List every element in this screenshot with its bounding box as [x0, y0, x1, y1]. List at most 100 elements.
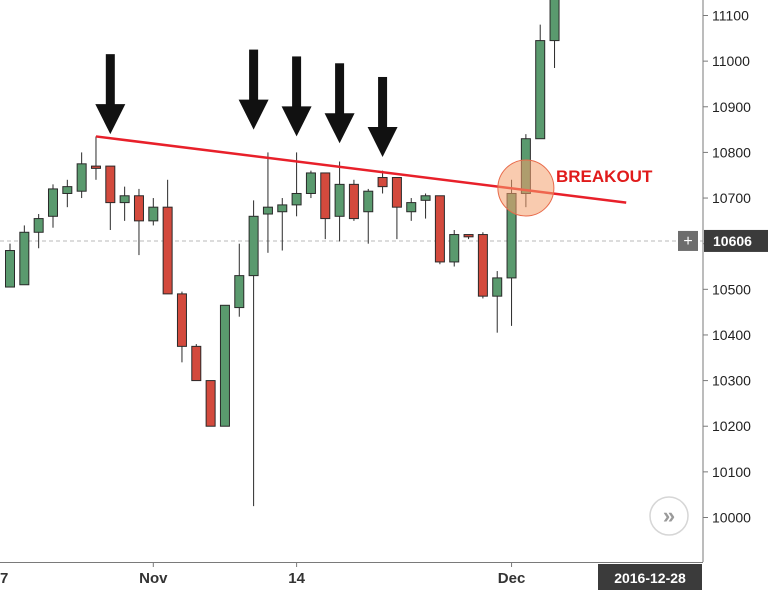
- candle: [248, 200, 259, 507]
- y-tick-label: 10800: [712, 144, 751, 160]
- down-arrow-head: [367, 126, 398, 157]
- candle-body-up: [76, 163, 87, 192]
- candle-body-up: [262, 206, 273, 215]
- candle-body-up: [234, 275, 245, 309]
- ui-controls[interactable]: +»: [649, 230, 698, 536]
- candle-body-up: [5, 250, 15, 288]
- candle: [463, 234, 474, 240]
- y-tick-label: 10100: [712, 464, 751, 480]
- candle-body-up: [47, 188, 58, 217]
- plus-icon[interactable]: +: [683, 233, 692, 250]
- candle: [90, 136, 101, 180]
- y-tick-label: 10000: [712, 510, 751, 526]
- candle-body-up: [406, 202, 417, 213]
- candle-body-down: [176, 293, 187, 347]
- candle-body-up: [33, 218, 44, 233]
- candle: [162, 179, 173, 295]
- breakout-circle: [497, 159, 555, 217]
- candle-body-up: [363, 190, 374, 213]
- candle-body-up: [549, 0, 560, 42]
- down-arrow-shaft: [378, 76, 388, 129]
- candle-body-down: [477, 234, 488, 297]
- x-tick-label: 7: [0, 570, 8, 587]
- candle: [535, 24, 546, 140]
- candle: [492, 271, 503, 333]
- candles: [5, 0, 560, 507]
- candle-body-up: [305, 172, 316, 194]
- candle-body-up: [19, 231, 30, 286]
- current-price-tag-bg: [704, 229, 768, 252]
- down-arrow-icon: [324, 63, 355, 144]
- down-arrow-shaft: [335, 63, 345, 116]
- candle-body-down: [434, 195, 445, 263]
- annotations: BREAKOUT: [95, 49, 653, 217]
- candle-body-up: [535, 40, 546, 140]
- candle: [176, 291, 187, 363]
- add-price-alert-button[interactable]: +: [678, 230, 698, 251]
- candle-body-down: [377, 177, 388, 188]
- scroll-button-bg[interactable]: [649, 496, 689, 536]
- y-tick-label: 10300: [712, 373, 751, 389]
- x-tick-label: 14: [288, 570, 305, 587]
- candle-body-down: [133, 195, 144, 222]
- down-arrow-icon: [281, 56, 312, 137]
- candle-body-down: [191, 345, 202, 382]
- candle: [19, 225, 30, 286]
- candle: [191, 344, 202, 382]
- down-arrow-shaft: [249, 49, 259, 102]
- down-arrow-head: [324, 113, 355, 144]
- candle: [277, 198, 288, 251]
- candle: [148, 198, 159, 226]
- candle-body-up: [277, 204, 288, 213]
- candle-body-down: [90, 165, 101, 169]
- y-tick-label: 10900: [712, 99, 751, 115]
- candle: [219, 304, 230, 427]
- add-price-alert-bg[interactable]: [678, 230, 698, 251]
- candle-body-up: [492, 277, 503, 297]
- down-arrow-shaft: [105, 54, 115, 107]
- candle: [133, 188, 144, 256]
- x-tick-label: Nov: [139, 570, 168, 587]
- down-arrow-head: [281, 106, 312, 137]
- candle-body-up: [148, 206, 159, 222]
- candle: [377, 170, 388, 194]
- down-arrow-head: [238, 99, 269, 130]
- candle: [391, 177, 402, 240]
- double-chevron-right-icon[interactable]: »: [663, 503, 675, 528]
- x-tick-label: Dec: [498, 570, 526, 587]
- y-tick-label: 11000: [712, 53, 750, 69]
- candle-body-down: [348, 183, 359, 220]
- candle-body-up: [420, 195, 431, 201]
- candle-body-down: [391, 177, 402, 208]
- down-arrow-head: [95, 104, 126, 135]
- candle: [334, 161, 345, 242]
- crosshair-date-bg: [598, 564, 702, 590]
- candle-body-up: [449, 234, 460, 263]
- candle-body-up: [334, 183, 345, 217]
- candle-body-down: [205, 380, 216, 427]
- breakout-label: BREAKOUT: [556, 167, 653, 186]
- y-tick-label: 10200: [712, 418, 751, 434]
- candle: [262, 152, 273, 253]
- candle: [449, 229, 460, 267]
- y-tick-label: 10400: [712, 327, 751, 343]
- crosshair-date-value: 2016-12-28: [614, 570, 686, 586]
- candle: [76, 152, 87, 199]
- candle: [549, 0, 560, 68]
- candle-body-up: [219, 304, 230, 427]
- candle: [305, 170, 316, 199]
- candle: [348, 179, 359, 221]
- candle: [320, 172, 331, 240]
- candle: [105, 165, 116, 230]
- candle-body-down: [105, 165, 116, 204]
- candle: [33, 214, 44, 249]
- candle: [62, 179, 73, 208]
- candle: [477, 232, 488, 299]
- current-price-value: 10606: [713, 233, 752, 249]
- candle-body-down: [320, 172, 331, 220]
- candle-body-up: [62, 186, 73, 194]
- y-tick-label: 10700: [712, 190, 751, 206]
- scroll-to-latest-button[interactable]: »: [649, 496, 689, 536]
- candle: [234, 243, 245, 317]
